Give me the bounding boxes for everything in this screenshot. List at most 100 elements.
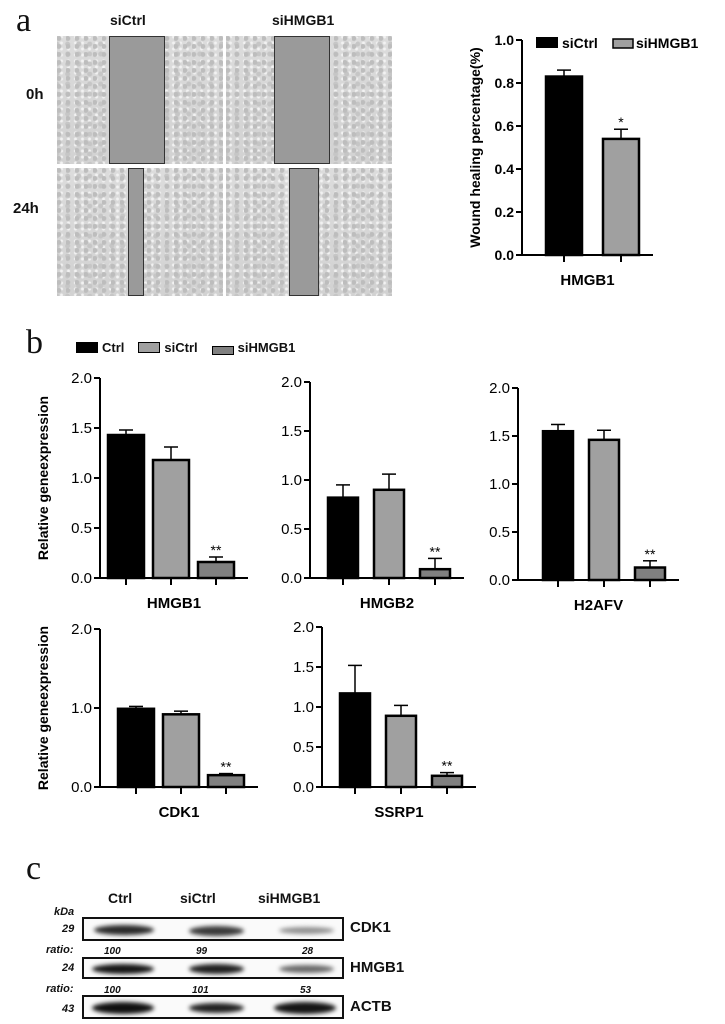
panel-b-letter: b xyxy=(26,324,43,361)
significance-marker: ** xyxy=(430,543,441,559)
bar-siCtrl xyxy=(161,713,201,789)
y-tick-label: 1.0 xyxy=(489,476,510,493)
y-tick-label: 1.5 xyxy=(293,659,314,676)
blot-actb xyxy=(82,995,344,1019)
ratio-hmgb1-sictrl: 101 xyxy=(192,985,209,996)
x-axis-label: HMGB1 xyxy=(560,272,614,289)
ratio-cdk1-ctrl: 100 xyxy=(104,946,121,957)
lane-label-sictrl: siCtrl xyxy=(180,890,216,906)
y-tick-label: 1.0 xyxy=(71,470,92,487)
y-tick-label: 1.0 xyxy=(495,32,515,48)
y-tick-label: 0.4 xyxy=(495,161,515,177)
ratio-hmgb1-ctrl: 100 xyxy=(104,985,121,996)
y-tick-label: 1.0 xyxy=(71,700,92,717)
legend-swatch-sictrl xyxy=(138,342,161,353)
bar-Ctrl xyxy=(338,692,372,789)
kda-24: 24 xyxy=(62,962,75,974)
y-tick-label: 0.5 xyxy=(71,520,92,537)
panel-a-letter: a xyxy=(16,2,32,39)
protein-cdk1: CDK1 xyxy=(350,919,391,936)
svg-text:siCtrl: siCtrl xyxy=(562,35,598,51)
x-axis-label: HMGB2 xyxy=(360,595,414,610)
bar-siHMGB1 xyxy=(206,773,246,789)
legend-b-ctrl: Ctrl xyxy=(76,340,124,355)
y-tick-label: 1.5 xyxy=(281,423,302,440)
ratio-cdk1-sihmgb1: 28 xyxy=(302,946,314,957)
significance-marker: ** xyxy=(211,542,222,558)
significance-marker: ** xyxy=(442,758,453,774)
legend-b-sictrl: siCtrl xyxy=(138,340,198,355)
y-axis-label: Wound healing percentage(%) xyxy=(467,47,483,247)
bar-Ctrl xyxy=(106,433,146,580)
col-label-sictrl: siCtrl xyxy=(110,12,146,28)
y-tick-label: 0.5 xyxy=(489,524,510,541)
svg-text:siHMGB1: siHMGB1 xyxy=(636,35,698,51)
legend-b: Ctrl siCtrl siHMGB1 xyxy=(76,340,295,355)
legend-swatch-sihmgb1 xyxy=(211,345,234,355)
bar-siHMGB1 xyxy=(196,560,236,580)
blot-hmgb1 xyxy=(82,957,344,979)
bar-chart-ssrp1: 0.0 0.5 1.0 1.5 2.0 ** SSRP1 xyxy=(293,619,476,821)
y-tick-label: 0.0 xyxy=(495,247,515,263)
micrograph-sictrl-0h xyxy=(57,36,223,164)
x-axis-label: HMGB1 xyxy=(147,595,201,610)
significance-marker: ** xyxy=(221,759,232,775)
bar-siHMGB1 xyxy=(601,137,641,257)
bar-siCtrl xyxy=(151,458,191,580)
y-tick-label: 0.5 xyxy=(293,739,314,756)
bar-siHMGB1 xyxy=(430,774,464,789)
micrograph-sictrl-24h xyxy=(57,168,223,296)
micrograph-sihmgb1-24h xyxy=(226,168,392,296)
bar-siHMGB1 xyxy=(418,567,452,580)
y-tick-label: 1.5 xyxy=(71,420,92,437)
y-axis-label: Relative geneexpression xyxy=(35,396,51,560)
y-tick-label: 2.0 xyxy=(489,380,510,397)
y-tick-label: 1.5 xyxy=(489,428,510,445)
bar-siCtrl xyxy=(384,714,418,789)
y-axis-label: Relative geneexpression xyxy=(35,626,51,790)
y-tick-label: 0.0 xyxy=(71,570,92,587)
panel-c-letter: c xyxy=(26,850,42,887)
bar-siCtrl xyxy=(544,75,584,257)
x-axis-label: SSRP1 xyxy=(374,804,423,821)
y-tick-label: 0.0 xyxy=(489,572,510,589)
bar-chart-hmgb1: 0.0 0.5 1.0 1.5 2.0 ** HMGB1 Relative geneexpre… xyxy=(35,370,248,610)
y-tick-label: 2.0 xyxy=(293,619,314,636)
ratio-hmgb1-sihmgb1: 53 xyxy=(300,985,312,996)
y-tick-label: 0.0 xyxy=(281,570,302,587)
ratio-label-cdk1: ratio: xyxy=(46,944,74,956)
bar-chart-hmgb2: 0.0 0.5 1.0 1.5 2.0 ** HMGB2 xyxy=(281,374,464,610)
lane-label-ctrl: Ctrl xyxy=(108,890,133,906)
kda-43: 43 xyxy=(62,1003,75,1015)
col-label-sihmgb1: siHMGB1 xyxy=(272,12,335,28)
bar-chart-h2afv: 0.0 0.5 1.0 1.5 2.0 ** H2AFV xyxy=(489,380,679,610)
micrograph-sihmgb1-0h xyxy=(226,36,392,164)
bar-Ctrl xyxy=(116,707,156,789)
y-tick-label: 1.0 xyxy=(293,699,314,716)
y-tick-label: 0.0 xyxy=(293,779,314,796)
y-tick-label: 2.0 xyxy=(71,621,92,638)
significance-marker: ** xyxy=(645,546,656,562)
blot-cdk1 xyxy=(82,917,344,941)
kda-29: 29 xyxy=(62,923,75,935)
x-axis-label: CDK1 xyxy=(159,804,200,821)
wound-healing-chart: 0.0 0.2 0.4 0.6 0.8 1.0 * HMGB1 Wound healing pe… xyxy=(467,32,698,289)
y-tick-label: 0.0 xyxy=(71,779,92,796)
bar-siCtrl xyxy=(587,438,621,582)
kda-label: kDa xyxy=(54,906,75,918)
bar-chart-cdk1: 0.0 1.0 2.0 ** CDK1 Relative geneexpression xyxy=(35,621,258,821)
y-tick-label: 2.0 xyxy=(281,374,302,391)
ratio-label-hmgb1: ratio: xyxy=(46,983,74,995)
bar-Ctrl xyxy=(326,496,360,580)
bar-siCtrl xyxy=(372,488,406,580)
y-tick-label: 1.0 xyxy=(281,472,302,489)
ratio-cdk1-sictrl: 99 xyxy=(196,946,208,957)
bar-siHMGB1 xyxy=(633,566,667,582)
legend-swatch-ctrl xyxy=(76,342,98,353)
legend-b-sihmgb1: siHMGB1 xyxy=(211,340,295,355)
protein-hmgb1: HMGB1 xyxy=(350,959,405,976)
row-label-0h: 0h xyxy=(26,86,44,103)
x-axis-label: H2AFV xyxy=(574,597,623,610)
bar-Ctrl xyxy=(541,429,575,582)
lane-label-sihmgb1: siHMGB1 xyxy=(258,890,321,906)
